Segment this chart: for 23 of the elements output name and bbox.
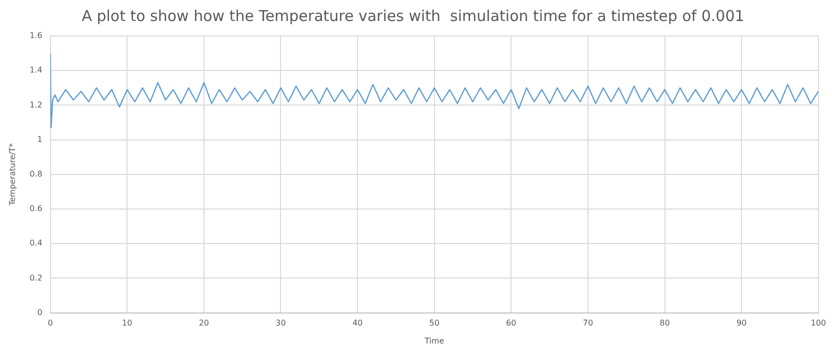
y-tick-label: 0.4 <box>30 238 42 248</box>
x-tick-label: 20 <box>198 318 210 328</box>
x-tick-label: 40 <box>352 318 363 328</box>
y-tick-label: 0.2 <box>30 273 42 282</box>
y-tick-label: 1.6 <box>30 31 42 40</box>
x-tick-label: 60 <box>506 318 516 328</box>
x-tick-label: 70 <box>582 318 594 328</box>
y-tick-label: 1.4 <box>30 66 42 75</box>
x-tick-label: 90 <box>736 318 747 328</box>
x-tick-label: 80 <box>660 318 670 328</box>
y-tick-label: 0 <box>37 308 42 317</box>
x-tick-label: 0 <box>48 318 53 328</box>
y-axis-title: Temperature/T* <box>8 143 17 207</box>
y-tick-label: 1.2 <box>30 100 42 110</box>
y-tick-label: 0.6 <box>30 204 42 214</box>
y-tick-label: 0.8 <box>30 169 42 178</box>
x-tick-label: 30 <box>276 318 286 328</box>
x-tick-label: 10 <box>122 318 132 328</box>
x-tick-label: 100 <box>810 318 826 328</box>
x-tick-label: 50 <box>429 318 440 328</box>
chart-title: A plot to show how the Temperature varies with simulation time for a timestep of 0.001 <box>82 6 744 25</box>
x-axis-title: Time <box>424 336 444 346</box>
y-tick-label: 1 <box>37 134 42 144</box>
